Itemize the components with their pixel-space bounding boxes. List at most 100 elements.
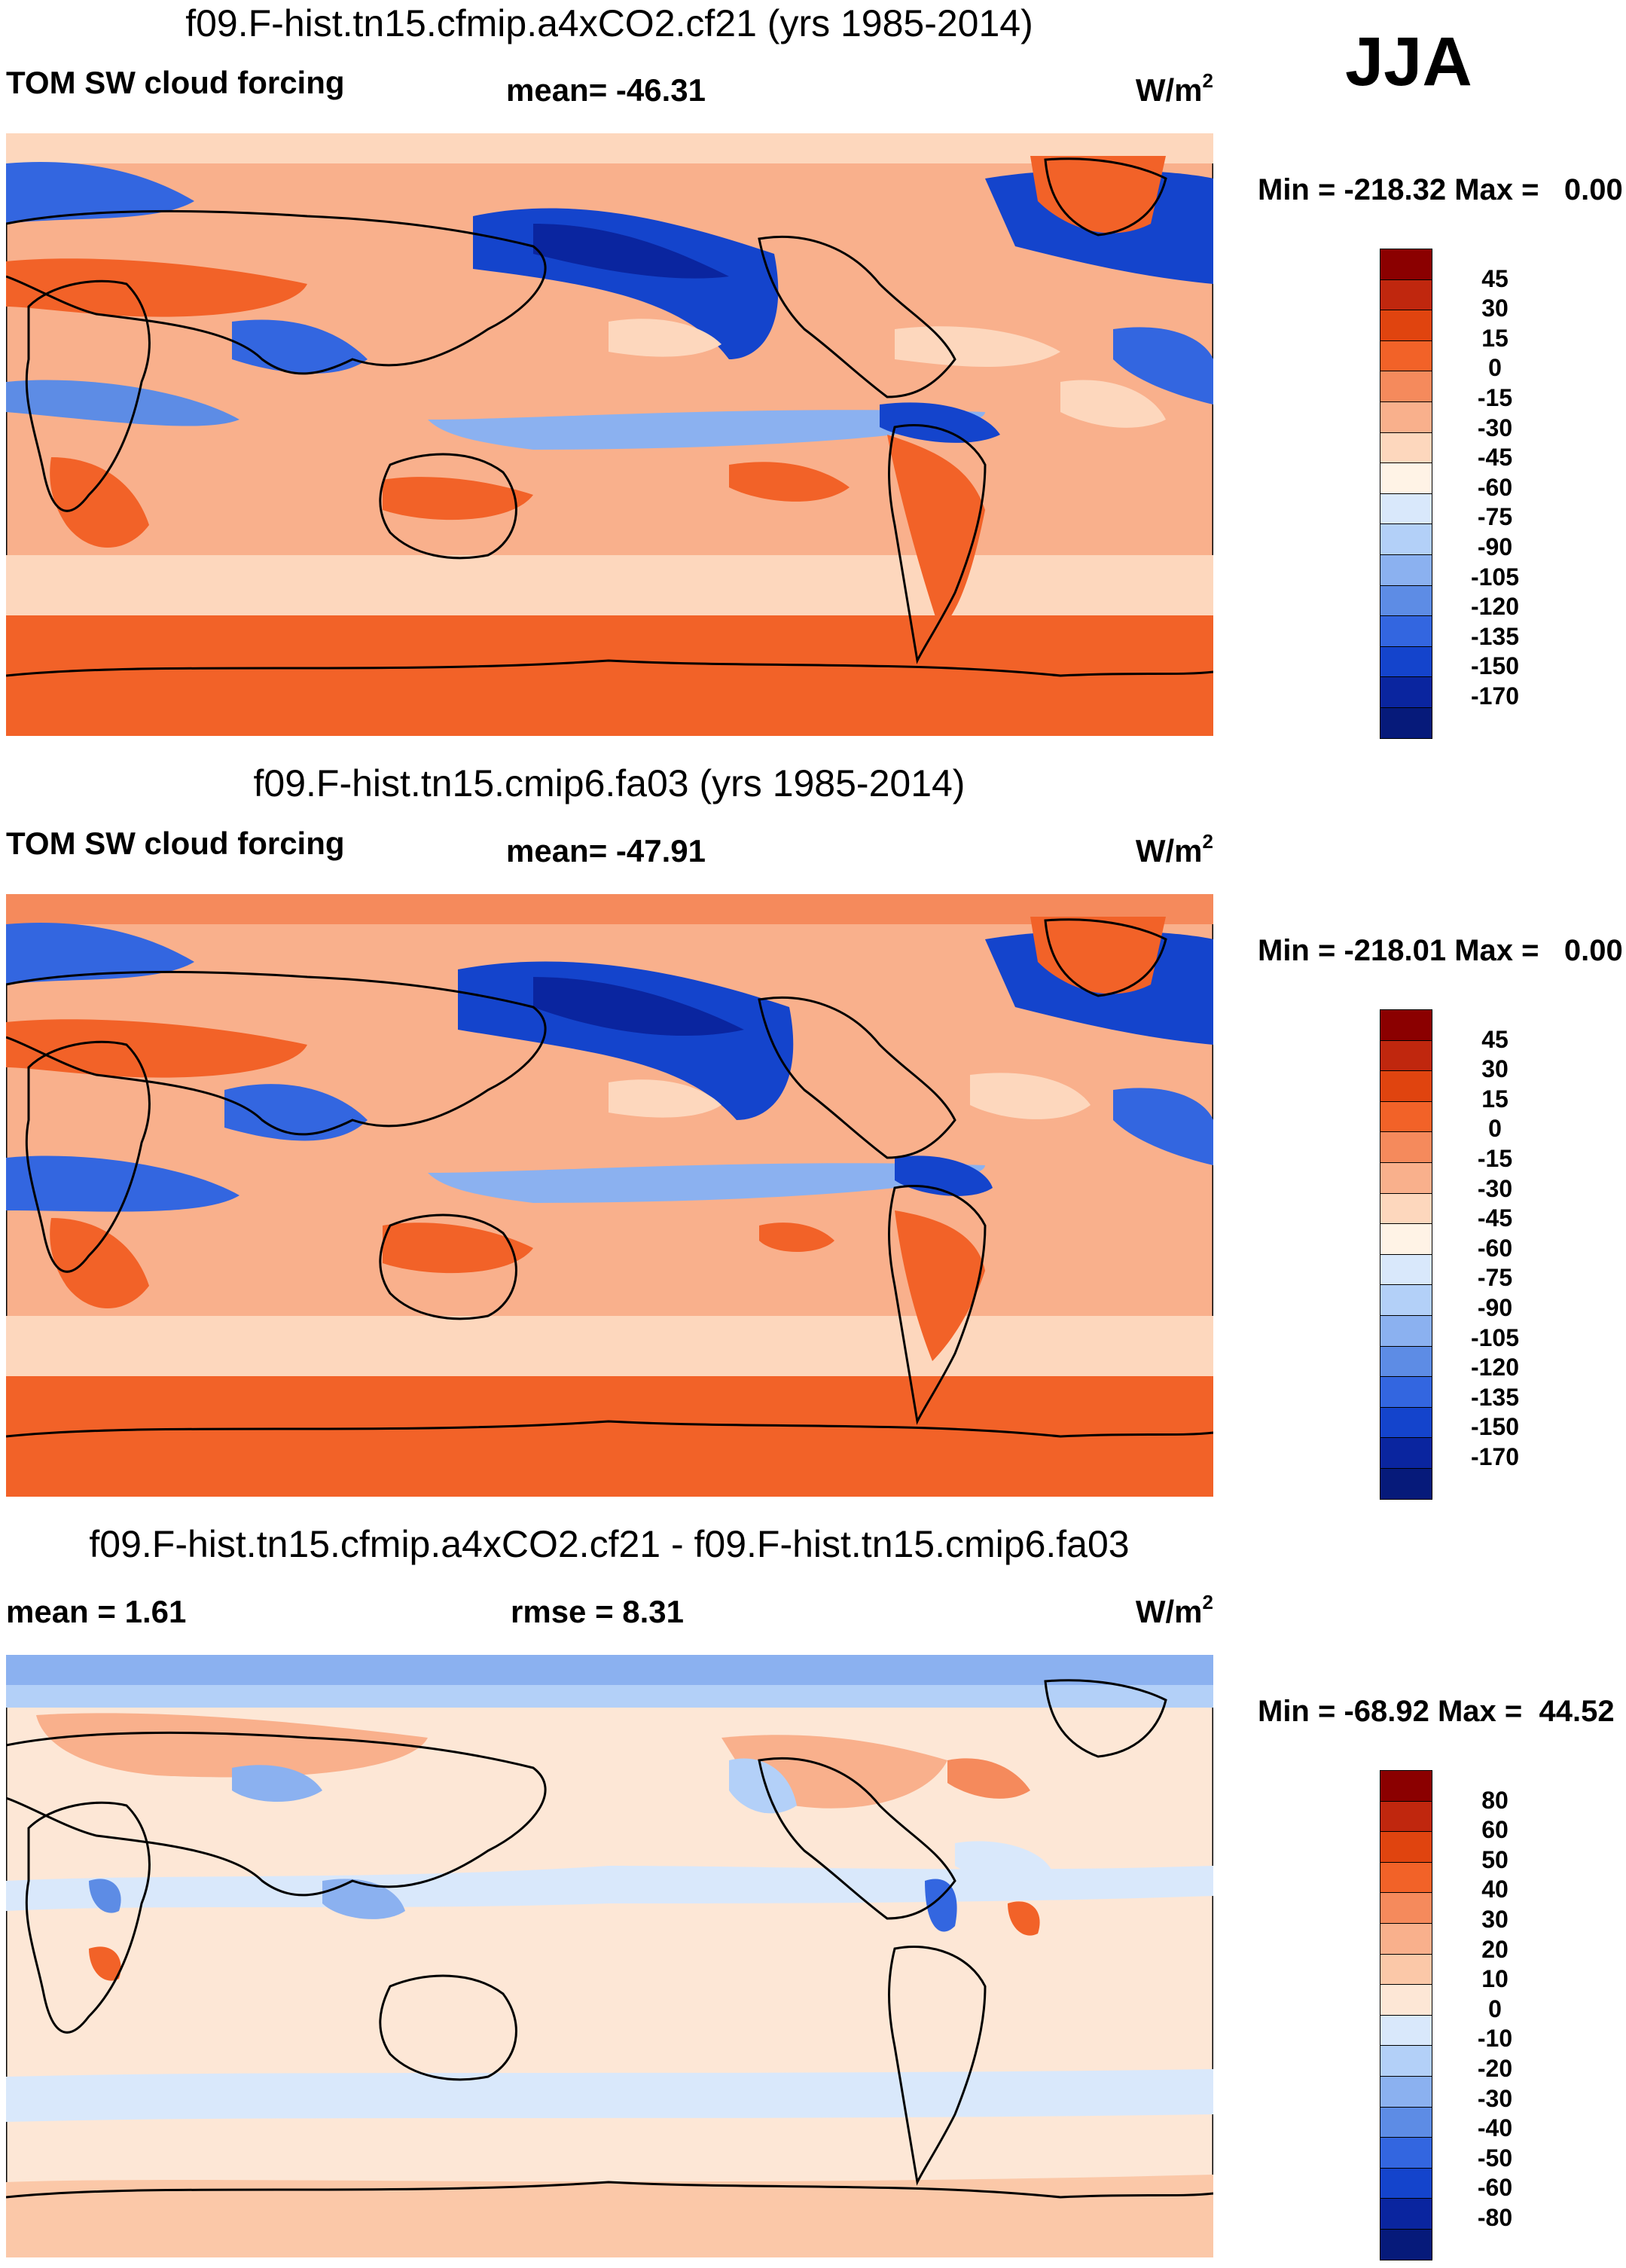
colorbar-swatch <box>1380 1984 1432 2015</box>
colorbar-tick-label: -10 <box>1477 2025 1513 2053</box>
panel-1-variable-label: TOM SW cloud forcing <box>6 65 345 100</box>
colorbar-swatch <box>1380 1376 1432 1407</box>
panel-2-map <box>6 894 1213 1497</box>
panel-1-mean-label: mean= -46.31 <box>506 72 706 108</box>
colorbar-swatch <box>1380 1131 1432 1162</box>
colorbar-swatch <box>1380 1467 1432 1500</box>
panel-2-colorbar <box>1380 1009 1432 1500</box>
colorbar-tick-label: 15 <box>1481 324 1509 352</box>
panel-1-units: W/m2 <box>1135 69 1213 108</box>
colorbar-swatch <box>1380 1345 1432 1377</box>
colorbar-swatch <box>1380 1284 1432 1315</box>
colorbar-swatch <box>1380 1831 1432 1862</box>
colorbar-swatch <box>1380 401 1432 432</box>
colorbar-tick-label: -120 <box>1470 593 1520 621</box>
panel-3-map <box>6 1655 1213 2257</box>
colorbar-swatch <box>1380 615 1432 646</box>
colorbar-swatch <box>1380 2106 1432 2138</box>
panel-3-mean-label: mean = 1.61 <box>6 1594 187 1629</box>
colorbar-swatch <box>1380 249 1432 279</box>
colorbar-tick-label: -90 <box>1477 533 1513 560</box>
colorbar-swatch <box>1380 2167 1432 2199</box>
colorbar-swatch <box>1380 707 1432 739</box>
colorbar-swatch <box>1380 1070 1432 1101</box>
colorbar-tick-label: -150 <box>1470 1413 1520 1441</box>
colorbar-tick-label: -170 <box>1470 682 1520 710</box>
panel-1-colorbar <box>1380 249 1432 739</box>
colorbar-tick-label: -135 <box>1470 622 1520 650</box>
colorbar-swatch <box>1380 2045 1432 2076</box>
colorbar-tick-label: 0 <box>1488 1995 1502 2022</box>
colorbar-tick-label: -105 <box>1470 563 1520 591</box>
colorbar-tick-label: -120 <box>1470 1354 1520 1381</box>
colorbar-tick-label: 20 <box>1481 1935 1509 1963</box>
colorbar-swatch <box>1380 310 1432 340</box>
colorbar-tick-label: -15 <box>1477 1145 1513 1172</box>
colorbar-swatch <box>1380 1770 1432 1801</box>
colorbar-tick-label: -60 <box>1477 473 1513 501</box>
colorbar-tick-label: -170 <box>1470 1443 1520 1470</box>
colorbar-tick-label: 15 <box>1481 1085 1509 1113</box>
colorbar-swatch <box>1380 1406 1432 1438</box>
panel-3-units: W/m2 <box>1135 1591 1213 1629</box>
colorbar-swatch <box>1380 2198 1432 2229</box>
panel-1-map <box>6 133 1213 736</box>
colorbar-tick-label: -15 <box>1477 384 1513 411</box>
colorbar-tick-label: -135 <box>1470 1383 1520 1411</box>
colorbar-swatch <box>1380 1253 1432 1285</box>
colorbar-tick-label: 30 <box>1481 1055 1509 1083</box>
colorbar-tick-label: -30 <box>1477 414 1513 441</box>
colorbar-swatch <box>1380 279 1432 310</box>
colorbar-tick-label: 50 <box>1481 1845 1509 1873</box>
colorbar-tick-label: -60 <box>1477 2174 1513 2202</box>
colorbar-swatch <box>1380 432 1432 463</box>
colorbar-tick-label: 45 <box>1481 264 1509 292</box>
panel-3-minmax: Min = -68.92 Max = 44.52 <box>1258 1695 1615 1728</box>
colorbar-tick-label: 40 <box>1481 1876 1509 1903</box>
colorbar-swatch <box>1380 1922 1432 1954</box>
colorbar-tick-label: -45 <box>1477 444 1513 472</box>
colorbar-tick-label: 0 <box>1488 354 1502 382</box>
panel-2-title: f09.F-hist.tn15.cmip6.fa03 (yrs 1985-201… <box>253 762 966 804</box>
colorbar-swatch <box>1380 340 1432 371</box>
colorbar-swatch <box>1380 1800 1432 1832</box>
panel-3-title: f09.F-hist.tn15.cfmip.a4xCO2.cf21 - f09.… <box>89 1523 1130 1565</box>
colorbar-swatch <box>1380 1039 1432 1071</box>
colorbar-swatch <box>1380 1953 1432 1985</box>
colorbar-swatch <box>1380 2014 1432 2046</box>
colorbar-tick-label: 60 <box>1481 1816 1509 1844</box>
colorbar-swatch <box>1380 1223 1432 1254</box>
colorbar-swatch <box>1380 462 1432 493</box>
colorbar-tick-label: -75 <box>1477 503 1513 531</box>
colorbar-tick-label: 45 <box>1481 1025 1509 1053</box>
colorbar-tick-label: 10 <box>1481 1965 1509 1993</box>
colorbar-tick-label: -30 <box>1477 2084 1513 2112</box>
colorbar-swatch <box>1380 493 1432 524</box>
colorbar-swatch <box>1380 646 1432 677</box>
colorbar-tick-label: -75 <box>1477 1264 1513 1292</box>
colorbar-tick-label: -80 <box>1477 2204 1513 2231</box>
colorbar-tick-label: -150 <box>1470 652 1520 680</box>
panel-1-title: f09.F-hist.tn15.cfmip.a4xCO2.cf21 (yrs 1… <box>185 2 1033 44</box>
colorbar-tick-label: 30 <box>1481 1906 1509 1933</box>
colorbar-swatch <box>1380 1009 1432 1040</box>
colorbar-swatch <box>1380 1100 1432 1132</box>
colorbar-swatch <box>1380 524 1432 554</box>
colorbar-swatch <box>1380 554 1432 585</box>
panel-3-colorbar <box>1380 1770 1432 2260</box>
colorbar-tick-label: 0 <box>1488 1115 1502 1143</box>
colorbar-tick-label: -40 <box>1477 2114 1513 2142</box>
colorbar-swatch <box>1380 1314 1432 1346</box>
colorbar-swatch <box>1380 371 1432 401</box>
panel-2-minmax: Min = -218.01 Max = 0.00 <box>1258 934 1623 967</box>
colorbar-tick-label: -45 <box>1477 1204 1513 1232</box>
panel-2-variable-label: TOM SW cloud forcing <box>6 826 345 861</box>
colorbar-tick-label: 30 <box>1481 295 1509 322</box>
colorbar-tick-label: -105 <box>1470 1323 1520 1351</box>
colorbar-swatch <box>1380 1161 1432 1193</box>
panel-2-mean-label: mean= -47.91 <box>506 833 706 868</box>
panel-1-minmax: Min = -218.32 Max = 0.00 <box>1258 173 1623 206</box>
panel-2-units: W/m2 <box>1135 830 1213 868</box>
colorbar-swatch <box>1380 585 1432 616</box>
colorbar-tick-label: -90 <box>1477 1294 1513 1321</box>
